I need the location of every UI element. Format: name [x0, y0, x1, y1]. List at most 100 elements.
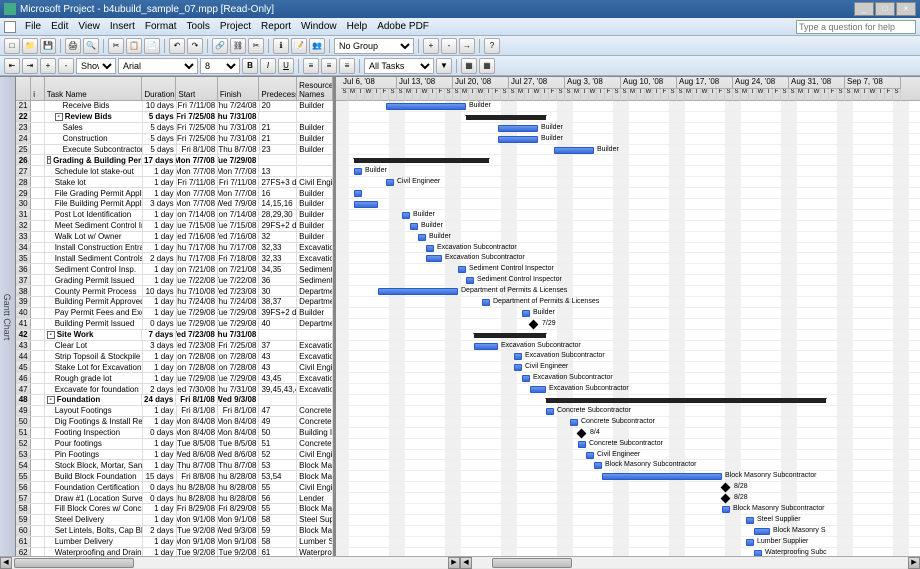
- row-number[interactable]: 42: [16, 330, 31, 340]
- alignright-button[interactable]: ≡: [339, 58, 355, 74]
- duration-cell[interactable]: 0 days: [143, 482, 177, 492]
- info-button[interactable]: ℹ: [273, 38, 289, 54]
- zoomin-button[interactable]: +: [423, 38, 439, 54]
- finish-cell[interactable]: Fri 8/1/08: [218, 406, 259, 416]
- task-row[interactable]: 31 Post Lot Identification 1 day Mon 7/1…: [16, 210, 333, 221]
- info-cell[interactable]: [31, 439, 44, 449]
- resources-cell[interactable]: Concrete Su: [297, 406, 333, 416]
- info-cell[interactable]: [31, 341, 44, 351]
- task-bar[interactable]: [514, 364, 522, 371]
- taskname-cell[interactable]: Set Lintels, Bolts, Cap Block: [45, 526, 143, 536]
- font-select[interactable]: Arial: [118, 58, 198, 74]
- start-cell[interactable]: Tue 9/2/08: [177, 548, 218, 556]
- info-cell[interactable]: [31, 537, 44, 547]
- taskname-cell[interactable]: Sediment Control Insp.: [45, 264, 143, 274]
- row-number[interactable]: 21: [16, 101, 31, 111]
- predecessors-cell[interactable]: [259, 112, 297, 122]
- task-row[interactable]: 35 Install Sediment Controls 2 days Thu …: [16, 253, 333, 264]
- row-number[interactable]: 28: [16, 177, 31, 187]
- start-cell[interactable]: Fri 8/29/08: [177, 504, 218, 514]
- resources-cell[interactable]: [297, 166, 333, 176]
- task-bar[interactable]: [386, 103, 466, 110]
- task-bar[interactable]: [722, 506, 730, 513]
- row-number[interactable]: 44: [16, 351, 31, 361]
- task-row[interactable]: 58 Fill Block Cores w/ Concrete 1 day Fr…: [16, 504, 333, 515]
- info-cell[interactable]: [31, 515, 44, 525]
- info-cell[interactable]: [31, 373, 44, 383]
- predecessors-cell[interactable]: 16: [259, 188, 297, 198]
- predecessors-cell[interactable]: 55: [259, 482, 297, 492]
- task-bar[interactable]: [594, 462, 602, 469]
- task-row[interactable]: 24 Construction 5 days Fri 7/25/08 Thu 7…: [16, 134, 333, 145]
- menu-format[interactable]: Format: [140, 21, 182, 32]
- row-number[interactable]: 41: [16, 319, 31, 329]
- row-number[interactable]: 37: [16, 275, 31, 285]
- start-cell[interactable]: Fri 7/25/08: [177, 123, 218, 133]
- row-number[interactable]: 62: [16, 548, 31, 556]
- link-button[interactable]: 🔗: [212, 38, 228, 54]
- info-cell[interactable]: [31, 319, 44, 329]
- duration-cell[interactable]: 1 day: [143, 406, 177, 416]
- taskname-cell[interactable]: Building Permit Issued: [45, 319, 143, 329]
- start-cell[interactable]: Tue 8/5/08: [177, 439, 218, 449]
- taskname-cell[interactable]: Rough grade lot: [45, 373, 143, 383]
- gantt-row[interactable]: Excavation Subcontractor: [336, 351, 920, 362]
- taskname-cell[interactable]: Pour footings: [45, 439, 143, 449]
- taskname-cell[interactable]: -Review Bids: [45, 112, 143, 122]
- finish-cell[interactable]: Mon 8/4/08: [218, 417, 259, 427]
- assign-button[interactable]: 👥: [309, 38, 325, 54]
- taskname-cell[interactable]: Construction: [45, 134, 143, 144]
- start-cell[interactable]: Thu 7/17/08: [177, 253, 218, 263]
- start-cell[interactable]: Mon 9/1/08: [177, 537, 218, 547]
- finish-cell[interactable]: Wed 7/16/08: [218, 232, 259, 242]
- minimize-button[interactable]: _: [854, 2, 874, 16]
- menu-project[interactable]: Project: [215, 21, 256, 32]
- task-row[interactable]: 22 -Review Bids 5 days Fri 7/25/08 Thu 7…: [16, 112, 333, 123]
- gantt-row[interactable]: Builder: [336, 123, 920, 134]
- resources-cell[interactable]: Civil Enginee: [297, 177, 333, 187]
- duration-cell[interactable]: 17 days: [142, 155, 176, 165]
- gantt-row[interactable]: Builder: [336, 232, 920, 243]
- underline-button[interactable]: U: [278, 58, 294, 74]
- start-cell[interactable]: Mon 7/7/08: [177, 166, 218, 176]
- task-row[interactable]: 54 Stock Block, Mortar, Sand 1 day Thu 8…: [16, 460, 333, 471]
- finish-cell[interactable]: Wed 9/3/08: [218, 526, 259, 536]
- gantt-row[interactable]: 8/28: [336, 482, 920, 493]
- start-cell[interactable]: Tue 7/15/08: [177, 221, 218, 231]
- predecessors-cell[interactable]: 53: [259, 460, 297, 470]
- finish-cell[interactable]: Thu 7/31/08: [218, 112, 259, 122]
- gantt-row[interactable]: Department of Permits & Licenses: [336, 297, 920, 308]
- duration-cell[interactable]: 1 day: [143, 210, 177, 220]
- gantt-row[interactable]: Civil Engineer: [336, 362, 920, 373]
- finish-cell[interactable]: Fri 7/25/08: [218, 341, 259, 351]
- summary-bar[interactable]: [546, 398, 826, 403]
- predecessors-cell[interactable]: 55: [259, 504, 297, 514]
- finish-cell[interactable]: Mon 7/7/08: [218, 188, 259, 198]
- showsubtasks-button[interactable]: +: [40, 58, 56, 74]
- start-cell[interactable]: Mon 7/7/08: [177, 199, 218, 209]
- finish-cell[interactable]: Thu 7/24/08: [218, 101, 259, 111]
- predecessors-cell[interactable]: 43,45: [259, 373, 297, 383]
- predecessors-cell[interactable]: 51: [259, 439, 297, 449]
- predecessors-cell[interactable]: 27FS+3 days: [259, 177, 297, 187]
- info-cell[interactable]: [31, 112, 44, 122]
- zoomout-button[interactable]: -: [441, 38, 457, 54]
- menu-tools[interactable]: Tools: [182, 21, 215, 32]
- duration-cell[interactable]: 1 day: [143, 275, 177, 285]
- close-button[interactable]: ×: [896, 2, 916, 16]
- finish-cell[interactable]: Mon 7/21/08: [218, 264, 259, 274]
- taskname-cell[interactable]: Foundation Certification: [45, 482, 143, 492]
- info-cell[interactable]: [31, 297, 44, 307]
- finish-cell[interactable]: Tue 9/2/08: [218, 548, 259, 556]
- info-cell[interactable]: [31, 526, 44, 536]
- finish-cell[interactable]: Wed 8/6/08: [218, 450, 259, 460]
- finish-cell[interactable]: Mon 7/28/08: [218, 351, 259, 361]
- task-bar[interactable]: [746, 517, 754, 524]
- finish-cell[interactable]: Mon 7/28/08: [218, 362, 259, 372]
- row-number[interactable]: 38: [16, 286, 31, 296]
- task-row[interactable]: 52 Pour footings 1 day Tue 8/5/08 Tue 8/…: [16, 439, 333, 450]
- task-row[interactable]: 42 -Site Work 7 days Wed 7/23/08 Thu 7/3…: [16, 330, 333, 341]
- gantt-row[interactable]: [336, 155, 920, 166]
- resources-cell[interactable]: Department o: [297, 297, 333, 307]
- duration-cell[interactable]: 5 days: [143, 123, 177, 133]
